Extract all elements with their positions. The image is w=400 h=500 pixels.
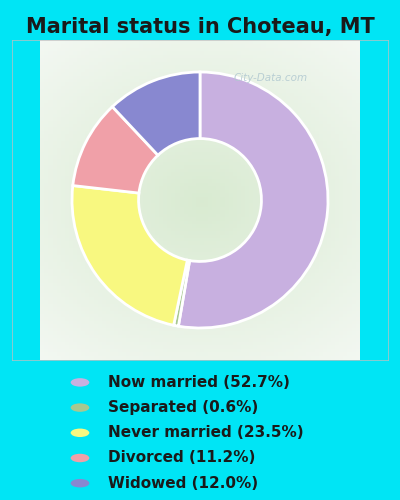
Text: Widowed (12.0%): Widowed (12.0%) (108, 476, 258, 490)
Ellipse shape (71, 378, 89, 386)
Ellipse shape (71, 404, 89, 412)
Wedge shape (73, 106, 158, 193)
Wedge shape (178, 72, 328, 328)
Text: Marital status in Choteau, MT: Marital status in Choteau, MT (26, 18, 374, 38)
Text: Never married (23.5%): Never married (23.5%) (108, 426, 304, 440)
Ellipse shape (71, 428, 89, 437)
Wedge shape (72, 186, 187, 326)
Text: Now married (52.7%): Now married (52.7%) (108, 375, 290, 390)
Wedge shape (112, 72, 200, 155)
Text: Divorced (11.2%): Divorced (11.2%) (108, 450, 255, 466)
Text: Separated (0.6%): Separated (0.6%) (108, 400, 258, 415)
Ellipse shape (71, 454, 89, 462)
Ellipse shape (71, 479, 89, 488)
Wedge shape (174, 260, 190, 326)
Text: City-Data.com: City-Data.com (233, 74, 308, 84)
